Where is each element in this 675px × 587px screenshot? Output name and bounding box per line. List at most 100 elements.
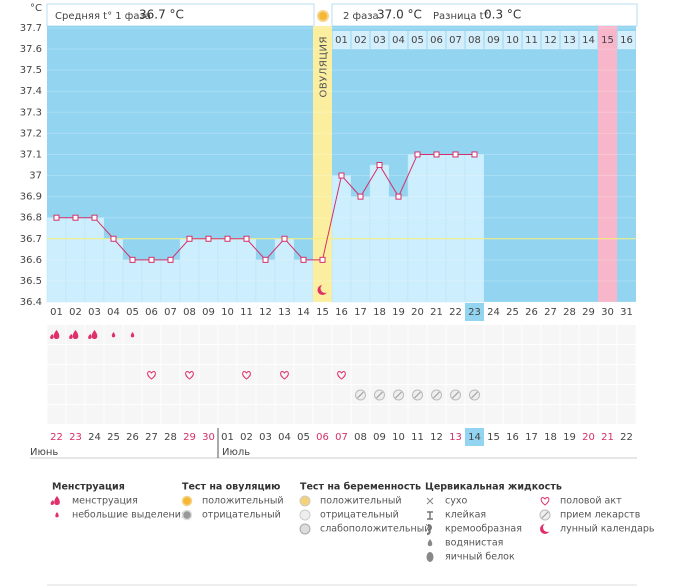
temperature-point <box>414 151 421 158</box>
phase2-day: 05 <box>411 35 424 46</box>
phase2-cell <box>541 31 560 49</box>
x-tick-label: 04 <box>107 307 120 318</box>
heart-icon <box>540 497 550 506</box>
grid-cell <box>579 405 598 424</box>
legend-item: отрицательный <box>320 510 399 521</box>
grid-cell <box>351 365 370 384</box>
grid-cell <box>161 365 180 384</box>
difference-value: 0.3 °C <box>484 8 521 22</box>
phase1-label: Средняя t° 1 фаза <box>55 11 151 22</box>
column-bg <box>313 26 332 302</box>
grid-cell <box>313 405 332 424</box>
legend-item: положительный <box>202 496 284 507</box>
grid-cell <box>370 365 389 384</box>
temperature-point <box>110 235 117 242</box>
grid-cell <box>47 365 66 384</box>
y-tick-label: 37.2 <box>20 128 42 139</box>
grid-cell <box>579 365 598 384</box>
grid-cell <box>123 385 142 404</box>
grid-cell <box>161 405 180 424</box>
grid-cell <box>294 325 313 344</box>
x-tick-label: 26 <box>525 307 538 318</box>
phase2-day: 11 <box>525 35 538 46</box>
grid-cell <box>560 385 579 404</box>
column-bg <box>579 26 598 302</box>
phase2-day: 02 <box>354 35 367 46</box>
drop-icon <box>50 334 54 339</box>
date-label: 18 <box>544 432 557 443</box>
x-tick-label: 23 <box>468 307 481 318</box>
phase1-value: 36.7 °C <box>139 8 184 22</box>
grid-cell <box>427 405 446 424</box>
date-label: 20 <box>582 432 595 443</box>
sticky-icon <box>427 511 433 520</box>
date-label: 17 <box>525 432 538 443</box>
date-label: 13 <box>449 432 462 443</box>
phase2-day: 01 <box>335 35 348 46</box>
pill-line <box>376 391 383 399</box>
heart-icon <box>147 371 156 380</box>
y-tick-label: 37.1 <box>20 149 42 160</box>
grid-cell <box>389 345 408 364</box>
legend-item: небольшие выделения <box>72 510 187 521</box>
grid-cell <box>332 385 351 404</box>
heart-icon <box>185 371 194 380</box>
value-fill <box>407 154 428 303</box>
column-bg <box>237 26 256 302</box>
grid-cell <box>332 405 351 424</box>
grid-cell <box>142 365 161 384</box>
phase2-cell <box>389 31 408 49</box>
x-tick-label: 16 <box>335 307 348 318</box>
x-tick-label: 13 <box>278 307 291 318</box>
grid-cell <box>560 325 579 344</box>
date-label: 25 <box>107 432 120 443</box>
grid-cell <box>579 325 598 344</box>
preg-icon <box>299 509 311 521</box>
grid-cell <box>541 405 560 424</box>
value-fill <box>236 238 257 303</box>
grid-cell <box>446 345 465 364</box>
grid-cell <box>427 325 446 344</box>
phase2-day: 09 <box>487 35 500 46</box>
grid-cell <box>503 405 522 424</box>
column-bg <box>617 26 636 302</box>
pill-line <box>414 391 421 399</box>
grid-cell <box>199 345 218 364</box>
grid-cell <box>503 365 522 384</box>
legend-title: Цервикальная жидкость <box>425 482 562 493</box>
grid-cell <box>275 325 294 344</box>
date-label: 04 <box>278 432 291 443</box>
grid-cell <box>218 345 237 364</box>
y-tick-label: 37.6 <box>20 44 42 55</box>
legend-item: лунный календарь <box>560 524 655 535</box>
grid-cell <box>180 365 199 384</box>
grid-cell <box>294 385 313 404</box>
grid-cell <box>256 345 275 364</box>
column-bg <box>484 26 503 302</box>
grid-cell <box>294 405 313 424</box>
value-fill <box>103 238 124 303</box>
y-tick-label: 37.3 <box>20 107 42 118</box>
grid-cell <box>541 365 560 384</box>
date-label: 07 <box>335 432 348 443</box>
grid-cell <box>123 345 142 364</box>
legend-item: яичный белок <box>445 552 515 563</box>
x-tick-label: 27 <box>544 307 557 318</box>
grid-cell <box>503 385 522 404</box>
y-tick-label: 37 <box>29 171 42 182</box>
phase2-day: 15 <box>601 35 614 46</box>
grid-cell <box>313 345 332 364</box>
phase2-label: 2 фаза <box>343 11 379 22</box>
legend-item: положительный <box>320 496 402 507</box>
value-fill <box>464 154 485 303</box>
ovu-icon <box>181 509 193 521</box>
grid-cell <box>66 385 85 404</box>
grid-cell <box>598 325 617 344</box>
grid-cell <box>465 325 484 344</box>
x-tick-label: 28 <box>563 307 576 318</box>
column-bg <box>541 26 560 302</box>
date-label: 12 <box>430 432 443 443</box>
grid-cell <box>104 345 123 364</box>
phase2-cell <box>617 31 636 49</box>
